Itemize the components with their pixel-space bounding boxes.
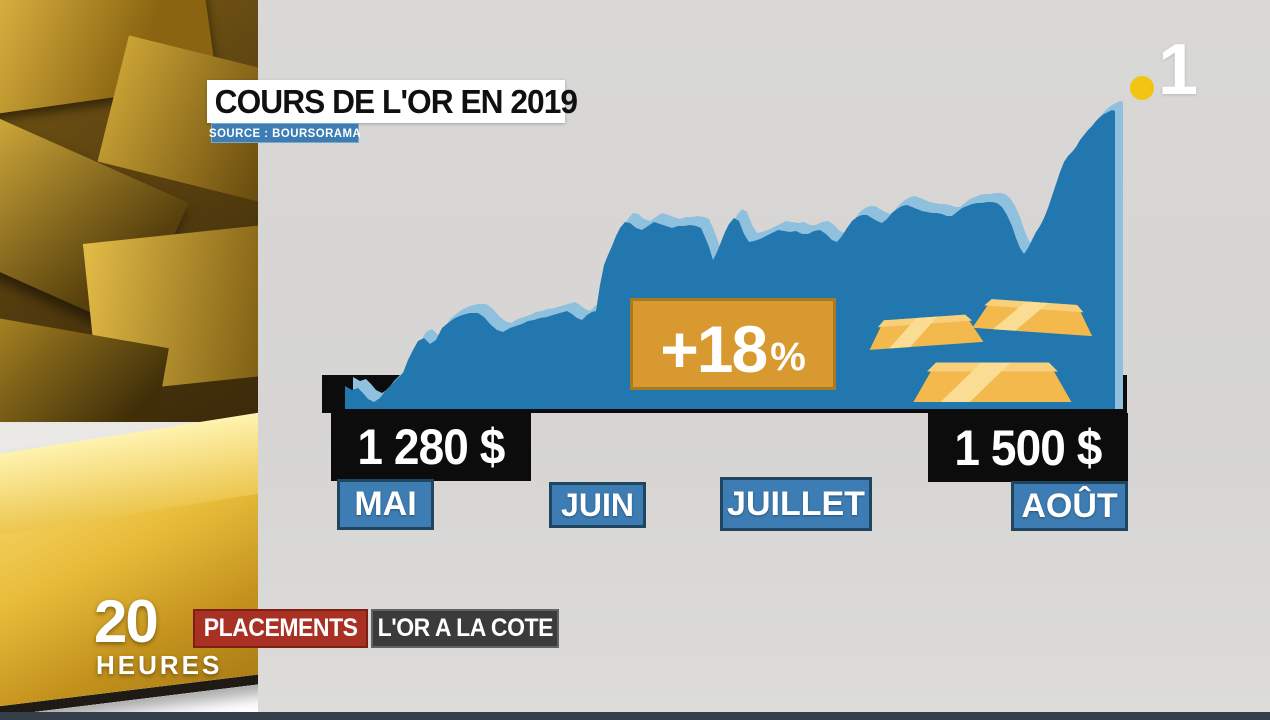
topic-badge: L'OR A LA COTE <box>371 609 559 648</box>
source-text: SOURCE : BOURSORAMA <box>208 126 362 140</box>
source-badge: SOURCE : BOURSORAMA <box>208 123 362 143</box>
gold-bars-icon <box>869 299 1093 402</box>
logo-channel-number: 1 <box>1158 30 1199 110</box>
percent-change-value: +18 <box>660 312 768 387</box>
percent-sign: % <box>770 335 806 379</box>
france-1-logo: 1 <box>1122 34 1202 118</box>
x-axis-label-juin: JUIN <box>549 482 646 528</box>
x-axis-label-juillet: JUILLET <box>720 477 872 531</box>
x-axis-label-aout: AOÛT <box>1011 481 1128 531</box>
bottom-band <box>0 712 1270 720</box>
chart-title-box: COURS DE L'OR EN 2019 <box>207 80 578 123</box>
program-logo-20: 20 <box>94 588 159 655</box>
chart-title: COURS DE L'OR EN 2019 <box>214 82 578 120</box>
percent-change-badge: +18 % <box>630 298 836 390</box>
program-logo-heures: HEURES <box>96 650 223 680</box>
end-price-label: 1 500 $ <box>928 413 1128 482</box>
category-badge: PLACEMENTS <box>193 609 368 648</box>
x-axis-label-mai: MAI <box>337 479 434 530</box>
logo-dot-icon <box>1130 76 1154 100</box>
start-price-label: 1 280 $ <box>331 413 531 481</box>
